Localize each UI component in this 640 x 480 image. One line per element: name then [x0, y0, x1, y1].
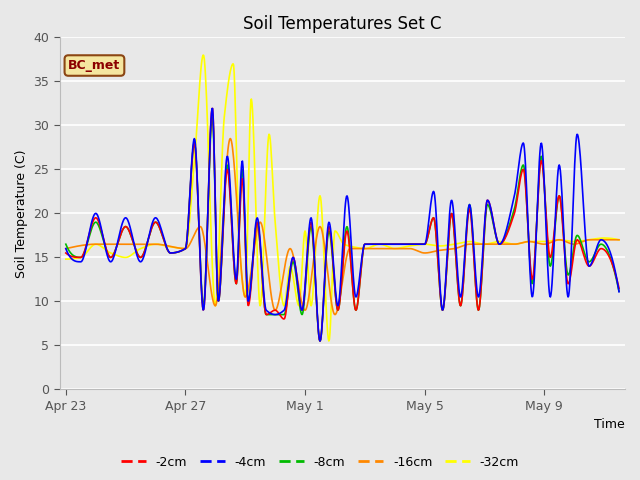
Y-axis label: Soil Temperature (C): Soil Temperature (C) [15, 149, 28, 277]
Legend: -2cm, -4cm, -8cm, -16cm, -32cm: -2cm, -4cm, -8cm, -16cm, -32cm [116, 451, 524, 474]
X-axis label: Time: Time [595, 419, 625, 432]
Title: Soil Temperatures Set C: Soil Temperatures Set C [243, 15, 442, 33]
Text: BC_met: BC_met [68, 59, 120, 72]
